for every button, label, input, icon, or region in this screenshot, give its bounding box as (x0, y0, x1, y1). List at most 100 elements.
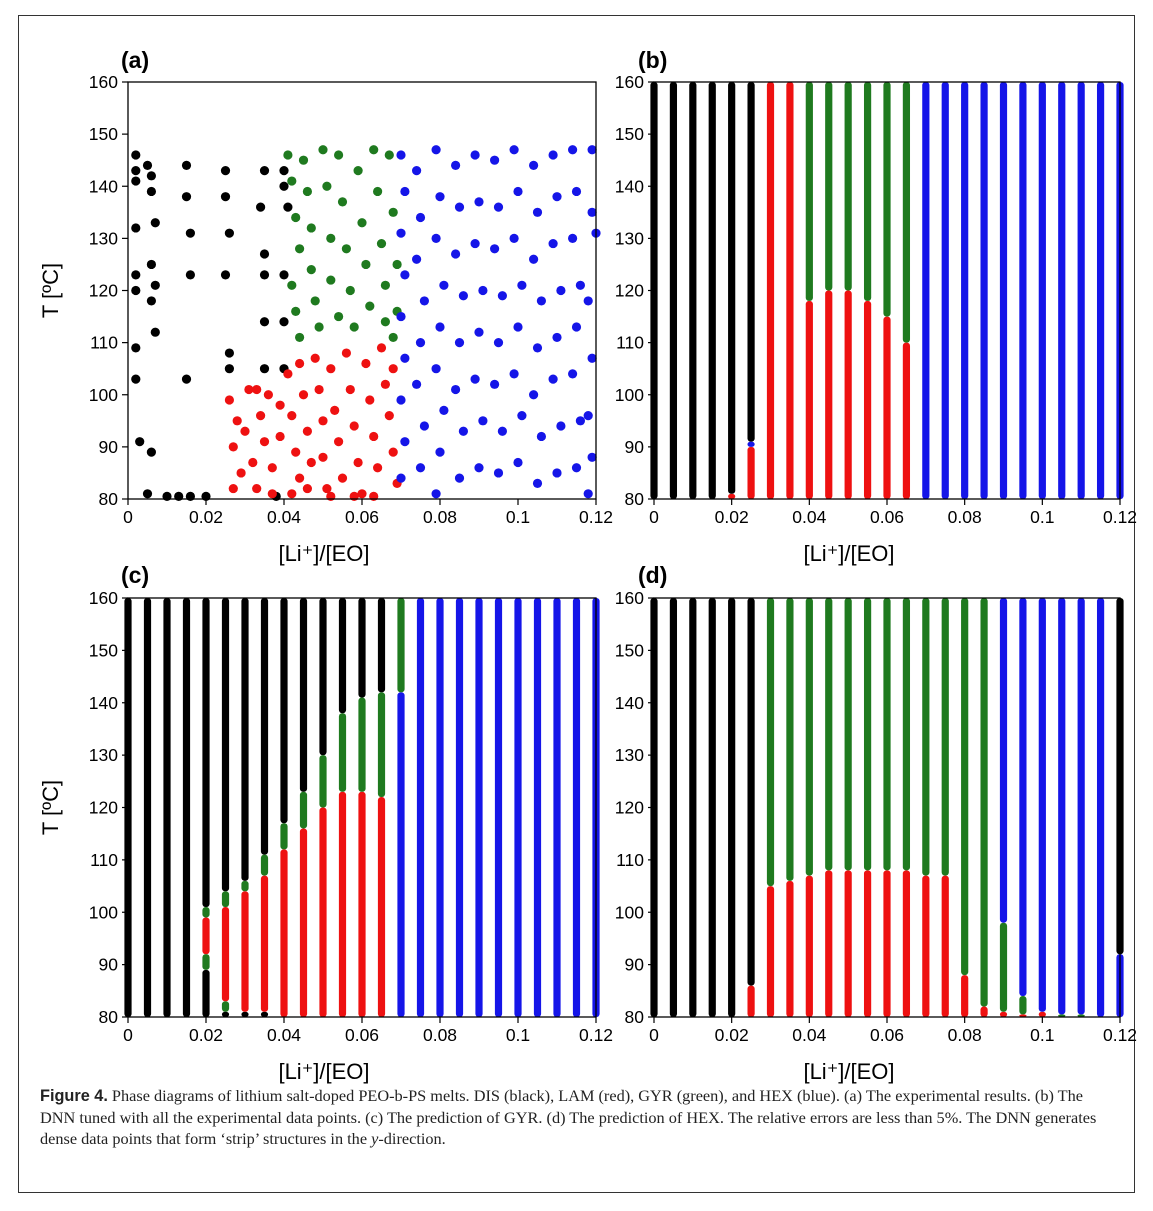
data-point-lam (337, 473, 348, 483)
data-point-gyr (295, 244, 305, 254)
data-point-hex (431, 364, 441, 374)
x-tick-label: 0.06 (345, 507, 379, 527)
y-tick-label: 90 (99, 437, 119, 457)
data-point-hex (529, 254, 539, 264)
strip-segment-lam (728, 493, 736, 499)
y-tick-label: 110 (616, 850, 644, 870)
data-point-dis (181, 374, 192, 384)
figure-frame (18, 15, 1135, 1193)
data-point-hex (548, 150, 558, 160)
x-tick-label: 0 (649, 507, 659, 527)
data-point-hex (474, 327, 484, 337)
strip-segment-hex (416, 598, 425, 1017)
data-point-hex (451, 249, 461, 259)
data-point-hex (454, 473, 465, 483)
strip-segment-gyr (358, 697, 366, 792)
x-tick-label: 0.04 (267, 1025, 301, 1045)
strip-segment-gyr (221, 1001, 230, 1012)
y-tick-label: 160 (89, 588, 118, 608)
data-point-gyr (341, 244, 351, 254)
x-tick-label: 0.02 (189, 507, 223, 527)
data-point-lam (298, 390, 309, 400)
data-point-lam (267, 463, 277, 473)
strip-segment-hex (514, 598, 522, 1017)
y-tick-label: 100 (615, 902, 644, 922)
y-tick-label: 140 (89, 693, 118, 713)
data-point-hex (568, 233, 578, 243)
strip-segment-hex (1077, 82, 1085, 499)
y-tick-label: 100 (615, 385, 644, 405)
strip-segment-dis (241, 598, 249, 881)
data-point-hex (419, 296, 429, 306)
data-point-lam (275, 400, 285, 410)
data-point-gyr (353, 166, 363, 176)
data-point-gyr (302, 186, 312, 197)
data-point-lam (263, 390, 273, 400)
data-point-dis (150, 218, 160, 228)
caption-text: Phase diagrams of lithium salt-doped PEO… (40, 1086, 1097, 1148)
strip-segment-gyr (260, 854, 269, 876)
y-tick-label: 120 (615, 798, 644, 818)
data-point-dis (131, 176, 141, 186)
data-point-gyr (384, 150, 394, 160)
strip-segment-gyr (280, 823, 288, 850)
data-point-lam (256, 411, 266, 421)
data-point-lam (345, 384, 355, 395)
data-point-hex (517, 280, 527, 290)
x-axis-label: [Li⁺]/[EO] (803, 541, 894, 566)
x-tick-label: 0 (649, 1025, 659, 1045)
y-tick-label: 150 (615, 124, 644, 144)
data-point-dis (131, 166, 141, 176)
data-point-dis (220, 166, 231, 176)
strip-segment-dis (260, 598, 269, 855)
data-point-lam (291, 447, 301, 457)
y-tick-label: 140 (615, 176, 644, 196)
strip-segment-gyr (1019, 996, 1027, 1015)
data-point-hex (536, 296, 547, 306)
strip-segment-gyr (377, 692, 386, 798)
x-tick-label: 0.02 (189, 1025, 223, 1045)
data-point-gyr (322, 181, 332, 191)
data-point-dis (146, 296, 156, 306)
x-tick-label: 0 (123, 507, 133, 527)
strip-segment-hex (1019, 598, 1027, 997)
strip-segment-lam (902, 870, 911, 1017)
data-point-gyr (295, 332, 305, 343)
strip-segment-gyr (883, 82, 891, 317)
strip-segment-hex (1077, 598, 1085, 1015)
data-point-gyr (380, 317, 390, 327)
data-point-hex (396, 473, 406, 483)
strip-segment-gyr (202, 907, 210, 918)
data-point-gyr (388, 332, 398, 343)
strip-segment-hex (1096, 82, 1105, 499)
data-point-dis (146, 186, 156, 197)
strip-segment-dis (338, 598, 347, 714)
data-point-dis (224, 364, 234, 374)
y-tick-label: 120 (89, 798, 118, 818)
data-point-dis (220, 270, 231, 280)
strip-segment-hex (475, 598, 483, 1017)
data-point-gyr (376, 238, 387, 249)
strip-segment-lam (241, 891, 249, 1012)
data-point-hex (431, 233, 441, 243)
data-point-lam (369, 431, 379, 442)
strip-segment-dis (728, 82, 736, 494)
data-point-dis (131, 285, 141, 296)
data-point-hex (412, 379, 422, 389)
strip-segment-dis (202, 598, 210, 908)
data-point-hex (400, 186, 410, 197)
data-point-hex (415, 463, 426, 473)
data-point-hex (493, 338, 504, 348)
strip-segment-gyr (961, 598, 969, 976)
strip-segment-lam (961, 975, 969, 1017)
data-point-hex (583, 296, 593, 306)
data-point-hex (509, 145, 519, 155)
y-tick-label: 100 (89, 902, 118, 922)
strip-segment-gyr (786, 598, 794, 881)
strip-segment-hex (1058, 598, 1066, 1015)
strip-segment-hex (1038, 82, 1046, 499)
data-point-dis (259, 270, 270, 280)
data-point-lam (341, 348, 351, 358)
strip-segment-gyr (902, 82, 911, 343)
data-point-hex (571, 463, 582, 473)
